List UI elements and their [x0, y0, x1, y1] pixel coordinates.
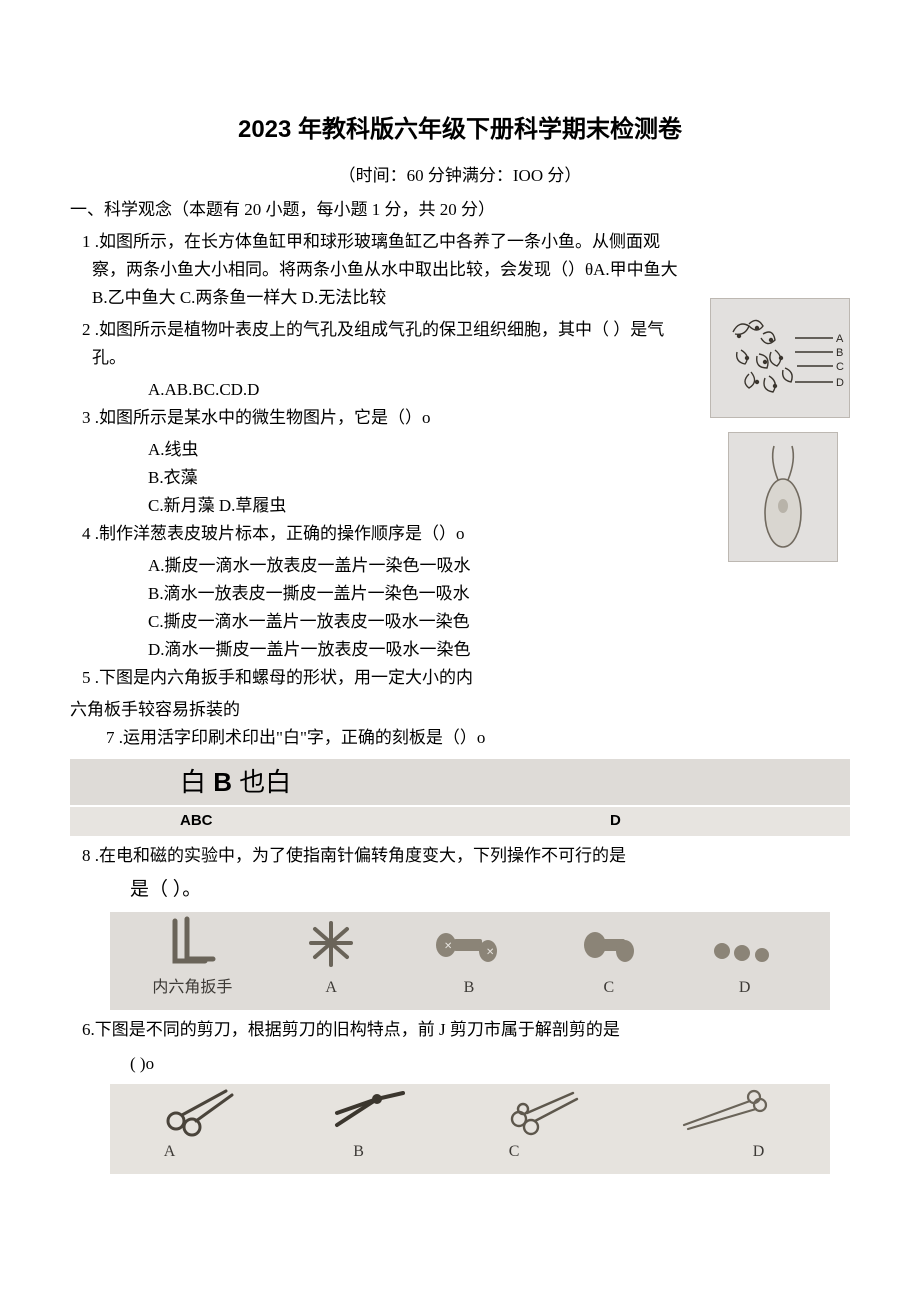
q5-num: 5 [82, 668, 91, 687]
screw-d-icon [710, 929, 780, 973]
q3: 3 .如图所示是某水中的微生物图片，它是（）o [70, 404, 690, 432]
scissor-a: A [162, 1079, 242, 1165]
screw-b: ✕ ✕ B [430, 921, 508, 1001]
q2: 2 .如图所示是植物叶表皮上的气孔及组成气孔的保卫组织细胞，其中（ ）是气孔。 [70, 316, 690, 372]
scissor-c-icon [503, 1079, 587, 1137]
strip1-l3: C [603, 975, 614, 1001]
strip2-l0: A [164, 1139, 176, 1165]
q5-cont: 六角板手较容易拆装的 [70, 696, 850, 724]
q8-text: .在电和磁的实验中，为了使指南针偏转角度变大，下列操作不可行的是 [95, 846, 626, 865]
bai-row: 白 B 也白 [70, 759, 850, 806]
q5-text: .下图是内六角扳手和螺母的形状，用一定大小的内 [95, 668, 473, 687]
questions-block: A B C D 1 .如图所示，在长方体鱼缸甲和球形玻璃鱼缸乙中各养了一条小鱼。… [70, 228, 850, 693]
q4: 4 .制作洋葱表皮玻片标本，正确的操作顺序是（）o [70, 520, 690, 548]
q2-opts: A.AB.BC.CD.D [70, 376, 690, 404]
q3-num: 3 [82, 408, 91, 427]
q3-opt-b: B.衣藻 [70, 464, 670, 492]
paramecium-svg [748, 438, 818, 556]
q4-opt-c: C.撕皮一滴水一盖片一放表皮一吸水一染色 [70, 608, 670, 636]
q1-num: 1 [82, 232, 91, 251]
strip1-l4: D [739, 975, 751, 1001]
q1-text: .如图所示，在长方体鱼缸甲和球形玻璃鱼缸乙中各养了一条小鱼。从侧面观察，两条小鱼… [92, 232, 678, 307]
side-images: A B C D [710, 298, 850, 576]
svg-text:✕: ✕ [486, 947, 494, 958]
q6-sub: ( )o [70, 1050, 850, 1078]
strip1-l1: A [325, 975, 337, 1001]
strip1-l0: 内六角扳手 [152, 975, 232, 1001]
strip2-l1: B [353, 1139, 364, 1165]
q4-opt-d: D.滴水一撕皮一盖片一放表皮一吸水一染色 [70, 636, 670, 664]
q6: 6.下图是不同的剪刀，根据剪刀的旧构特点，前 J 剪刀市属于解剖剪的是 [70, 1016, 850, 1044]
scissors-strip: A B C D [110, 1084, 830, 1174]
microorganism-figure: A B C D [710, 298, 850, 418]
hex-wrench-item: 内六角扳手 [152, 913, 232, 1001]
q7-text: .运用活字印刷术印出"白"字，正确的刻板是（）o [119, 728, 486, 747]
page-title: 2023 年教科版六年级下册科学期末检测卷 [70, 110, 850, 150]
q3-text: .如图所示是某水中的微生物图片，它是（）o [95, 408, 431, 427]
bai-c2: B [213, 767, 232, 797]
bai-c1: 白 [180, 767, 206, 797]
q1: 1 .如图所示，在长方体鱼缸甲和球形玻璃鱼缸乙中各养了一条小鱼。从侧面观察，两条… [70, 228, 690, 312]
q4-opt-b: B.滴水一放表皮一撕皮一盖片一染色一吸水 [70, 580, 670, 608]
q7-num: 7 [106, 728, 115, 747]
scissor-b: B [329, 1081, 415, 1165]
screw-d: D [710, 929, 780, 1001]
strip2-l3: D [753, 1139, 765, 1165]
screw-c-icon [577, 921, 641, 973]
subtitle: （时间：60 分钟满分：IOO 分） [70, 162, 850, 190]
q4-text: .制作洋葱表皮玻片标本，正确的操作顺序是（）o [95, 524, 465, 543]
q2-text: .如图所示是植物叶表皮上的气孔及组成气孔的保卫组织细胞，其中（ ）是气孔。 [92, 320, 664, 367]
strip1-l2: B [464, 975, 475, 1001]
abcd-right: D [610, 809, 621, 834]
q3-opt-a: A.线虫 [70, 436, 670, 464]
abcd-left: ABC [180, 809, 610, 834]
q2-num: 2 [82, 320, 91, 339]
svg-text:C: C [836, 361, 844, 373]
screw-b-icon: ✕ ✕ [430, 921, 508, 973]
q8-sub: 是（ ）。 [70, 874, 850, 905]
section-header: 一、科学观念（本题有 20 小题，每小题 1 分，共 20 分） [70, 196, 850, 224]
paramecium-figure [728, 432, 838, 562]
strip2-l2: C [509, 1139, 520, 1165]
hex-wrench-icon [161, 913, 223, 973]
q8-num: 8 [82, 846, 91, 865]
q3-opt-cd: C.新月藻 D.草履虫 [70, 492, 670, 520]
q6-num: 6 [82, 1020, 91, 1039]
q4-num: 4 [82, 524, 91, 543]
bai-c3: 也白 [239, 767, 291, 797]
q5: 5 .下图是内六角扳手和螺母的形状，用一定大小的内 [70, 664, 690, 692]
q7: 7 .运用活字印刷术印出"白"字，正确的刻板是（）o [70, 724, 850, 752]
scissor-d-icon [674, 1083, 770, 1137]
screw-c: C [577, 921, 641, 1001]
q8: 8 .在电和磁的实验中，为了使指南针偏转角度变大，下列操作不可行的是 是（ ）。 [70, 842, 850, 905]
scissor-a-icon [162, 1079, 242, 1137]
screw-a: A [301, 917, 361, 1001]
svg-text:B: B [836, 347, 843, 359]
svg-text:D: D [836, 377, 844, 389]
q4-opt-a: A.撕皮一滴水一放表皮一盖片一染色一吸水 [70, 552, 670, 580]
svg-text:A: A [836, 333, 844, 345]
screw-a-icon [301, 917, 361, 973]
scissor-c: C [503, 1079, 587, 1165]
hex-wrench-strip: 内六角扳手 A ✕ ✕ B C [110, 912, 830, 1010]
q6-text: .下图是不同的剪刀，根据剪刀的旧构特点，前 J 剪刀市属于解剖剪的是 [91, 1020, 620, 1039]
abcd-row: ABC D [70, 807, 850, 836]
scissor-d: D [674, 1083, 770, 1165]
microorganism-svg: A B C D [715, 302, 845, 414]
svg-text:✕: ✕ [444, 941, 452, 952]
scissor-b-icon [329, 1081, 415, 1137]
